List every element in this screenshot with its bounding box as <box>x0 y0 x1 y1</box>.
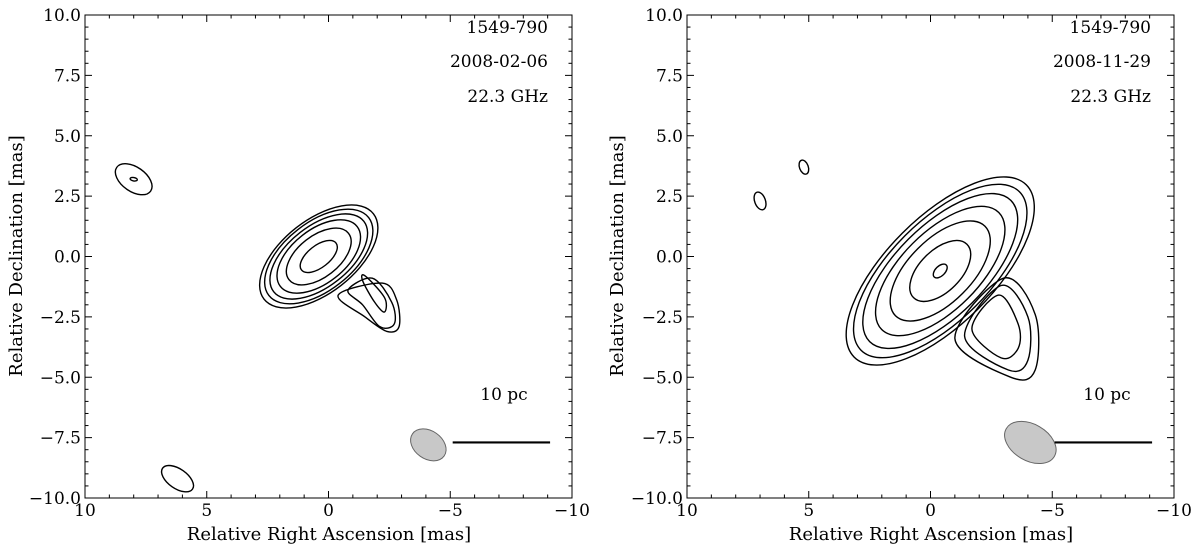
x-tick-label: 0 <box>925 501 936 521</box>
y-axis-label: Relative Declination [mas] <box>6 135 27 376</box>
y-tick-label: −5.0 <box>642 368 683 388</box>
y-tick-label: 5.0 <box>54 127 81 147</box>
contour-level <box>954 277 1040 381</box>
y-tick-label: −10.0 <box>29 489 81 509</box>
contour-island <box>160 464 195 493</box>
beam-ellipse <box>410 428 447 462</box>
annotation-date: 2008-11-29 <box>1053 52 1151 72</box>
contour-level <box>874 205 1006 337</box>
y-tick-label: 7.5 <box>54 66 81 86</box>
x-tick-label: 0 <box>323 501 334 521</box>
y-tick-label: −7.5 <box>40 429 81 449</box>
y-axis-label: Relative Declination [mas] <box>607 135 628 376</box>
x-axis-label: Relative Right Ascension [mas] <box>789 524 1073 545</box>
tick-group: 10 5 0 −5 −10 10.0 7.5 5.0 2.5 0.0 −2.5 −5.0 −7.5 −10… <box>631 6 1192 521</box>
contour-level <box>963 284 1032 373</box>
y-tick-label: −7.5 <box>642 429 683 449</box>
contour-level <box>852 183 1028 359</box>
panel-right: 10 5 0 −5 −10 10.0 7.5 5.0 2.5 0.0 −2.5 −5.0 −7.5 −10… <box>607 6 1192 545</box>
annotation-source: 1549-790 <box>467 18 548 38</box>
y-tick-label: 2.5 <box>54 187 81 207</box>
x-tick-label: −5 <box>438 501 463 521</box>
x-tick-label: 5 <box>803 501 814 521</box>
contour-level <box>862 192 1019 350</box>
annotation-frequency: 22.3 GHz <box>1070 87 1151 107</box>
y-tick-label: 0.0 <box>54 248 81 268</box>
x-tick-label: −5 <box>1040 501 1065 521</box>
contour-island <box>129 176 139 182</box>
contour-level <box>932 263 948 279</box>
annotation-source: 1549-790 <box>1070 18 1151 38</box>
x-tick-label: 10 <box>676 501 698 521</box>
contour-level <box>909 239 972 303</box>
beam-ellipse <box>1004 420 1057 465</box>
contour-level <box>347 277 397 329</box>
contour-group <box>753 159 1153 465</box>
contour-level <box>269 213 369 300</box>
contour-level <box>889 220 991 322</box>
contour-group <box>114 163 551 493</box>
annotation-frequency: 22.3 GHz <box>467 87 548 107</box>
contour-island <box>753 191 767 211</box>
contour-island <box>798 159 810 175</box>
panel-left: 10 5 0 −5 −10 10.0 7.5 5.0 2.5 0.0 −2.5 −5.0 −7.5 −10… <box>6 6 590 545</box>
y-tick-label: −2.5 <box>642 308 683 328</box>
scale-bar-label: 10 pc <box>480 385 527 405</box>
contour-level <box>361 274 388 313</box>
contour-level <box>971 294 1022 360</box>
y-tick-label: 2.5 <box>656 187 683 207</box>
contour-island <box>114 163 153 196</box>
y-tick-label: −10.0 <box>631 489 683 509</box>
contour-level <box>845 176 1035 366</box>
x-tick-label: −10 <box>1156 501 1192 521</box>
contour-level <box>263 208 374 305</box>
y-tick-label: 10.0 <box>43 6 81 26</box>
x-tick-label: 10 <box>74 501 96 521</box>
x-tick-label: −10 <box>554 501 590 521</box>
y-tick-label: 0.0 <box>656 248 683 268</box>
y-tick-label: −2.5 <box>40 308 81 328</box>
contour-level <box>337 282 401 333</box>
contour-level <box>285 227 352 286</box>
tick-group: 10 5 0 −5 −10 10.0 7.5 5.0 2.5 0.0 −2.5 −5.0 −7.5 −10… <box>29 6 590 521</box>
annotation-date: 2008-02-06 <box>450 52 548 72</box>
x-tick-label: 5 <box>201 501 212 521</box>
contour-level <box>258 204 379 309</box>
y-tick-label: 5.0 <box>656 127 683 147</box>
x-axis-label: Relative Right Ascension [mas] <box>187 524 471 545</box>
y-tick-label: 10.0 <box>645 6 683 26</box>
y-tick-label: −5.0 <box>40 368 81 388</box>
scale-bar-label: 10 pc <box>1083 385 1130 405</box>
y-tick-label: 7.5 <box>656 66 683 86</box>
contour-level <box>299 239 339 274</box>
contour-level <box>276 219 362 294</box>
